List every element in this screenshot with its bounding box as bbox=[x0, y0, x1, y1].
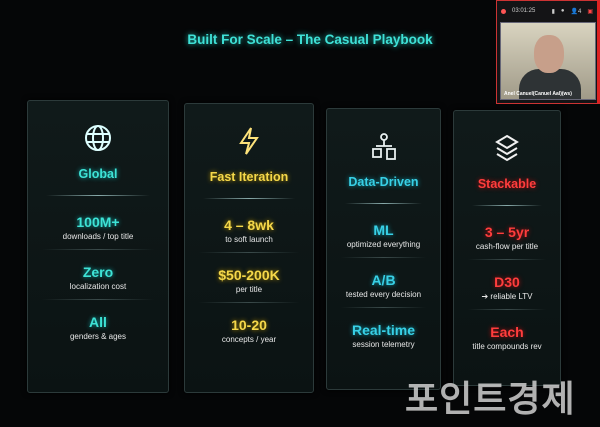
stat-value: A/B bbox=[371, 272, 396, 288]
stat-value: ML bbox=[373, 222, 394, 238]
stat-label: cash-flow per title bbox=[475, 242, 539, 251]
layers-icon bbox=[454, 131, 560, 165]
meeting-timer: 03:01:25 bbox=[512, 8, 536, 14]
stat-value: D30 bbox=[494, 274, 520, 290]
globe-icon bbox=[28, 121, 168, 155]
stat-value: All bbox=[89, 314, 107, 330]
data-network-icon bbox=[327, 129, 440, 163]
participant-video: Anel Canuel(Canuel Aal)(ws) bbox=[500, 22, 596, 100]
stat-label: session telemetry bbox=[352, 340, 415, 349]
stat-value: 100M+ bbox=[76, 214, 120, 230]
stat-value: 4 – 8wk bbox=[224, 217, 274, 233]
stat-label: title compounds rev bbox=[472, 342, 542, 351]
participant-name: Anel Canuel(Canuel Aal)(ws) bbox=[504, 91, 572, 97]
stat-label: localization cost bbox=[69, 282, 127, 291]
microphone-icon[interactable]: ● bbox=[560, 8, 565, 14]
stat-value: Zero bbox=[82, 264, 114, 280]
card-stackable: Stackable 3 – 5yr cash-flow per title D30… bbox=[453, 110, 561, 386]
card-heading: Global bbox=[78, 167, 118, 181]
stat-label: genders & ages bbox=[69, 332, 127, 341]
slide-title: Built For Scale – The Casual Playbook bbox=[187, 32, 433, 47]
watermark: 포인트경제 bbox=[405, 379, 576, 420]
stat-value: 3 – 5yr bbox=[484, 224, 530, 240]
stat-value: Each bbox=[490, 324, 524, 340]
stat-label: downloads / top title bbox=[62, 232, 134, 241]
stat-value: Real-time bbox=[351, 322, 416, 338]
video-call-overlay: 03:01:25 ▮ ● 👤4 ▣ Anel Canuel(Canuel Aal… bbox=[496, 0, 600, 104]
card-heading: Data-Driven bbox=[348, 175, 419, 189]
card-data-driven: Data-Driven ML optimized everything A/B te… bbox=[326, 108, 441, 390]
lightning-icon bbox=[185, 124, 313, 158]
chat-icon[interactable]: ▮ bbox=[551, 8, 555, 15]
card-fast-iteration: Fast Iteration 4 – 8wk to soft launch $50… bbox=[184, 103, 314, 393]
card-global: Global 100M+ downloads / top title Zero lo… bbox=[27, 100, 169, 393]
card-heading: Fast Iteration bbox=[209, 170, 289, 184]
stat-value: $50-200K bbox=[218, 267, 280, 283]
participants-icon[interactable]: 👤4 bbox=[570, 8, 582, 15]
leave-icon[interactable]: ▣ bbox=[587, 8, 593, 15]
stat-label: tested every decision bbox=[345, 290, 422, 299]
stat-label: ➔ reliable LTV bbox=[481, 292, 533, 301]
stat-label: to soft launch bbox=[225, 235, 273, 244]
card-heading: Stackable bbox=[477, 177, 537, 191]
record-icon bbox=[501, 8, 506, 14]
stat-value: 10-20 bbox=[231, 317, 267, 333]
stat-label: per title bbox=[235, 285, 263, 294]
stat-label: concepts / year bbox=[221, 335, 277, 344]
stat-label: optimized everything bbox=[346, 240, 421, 249]
